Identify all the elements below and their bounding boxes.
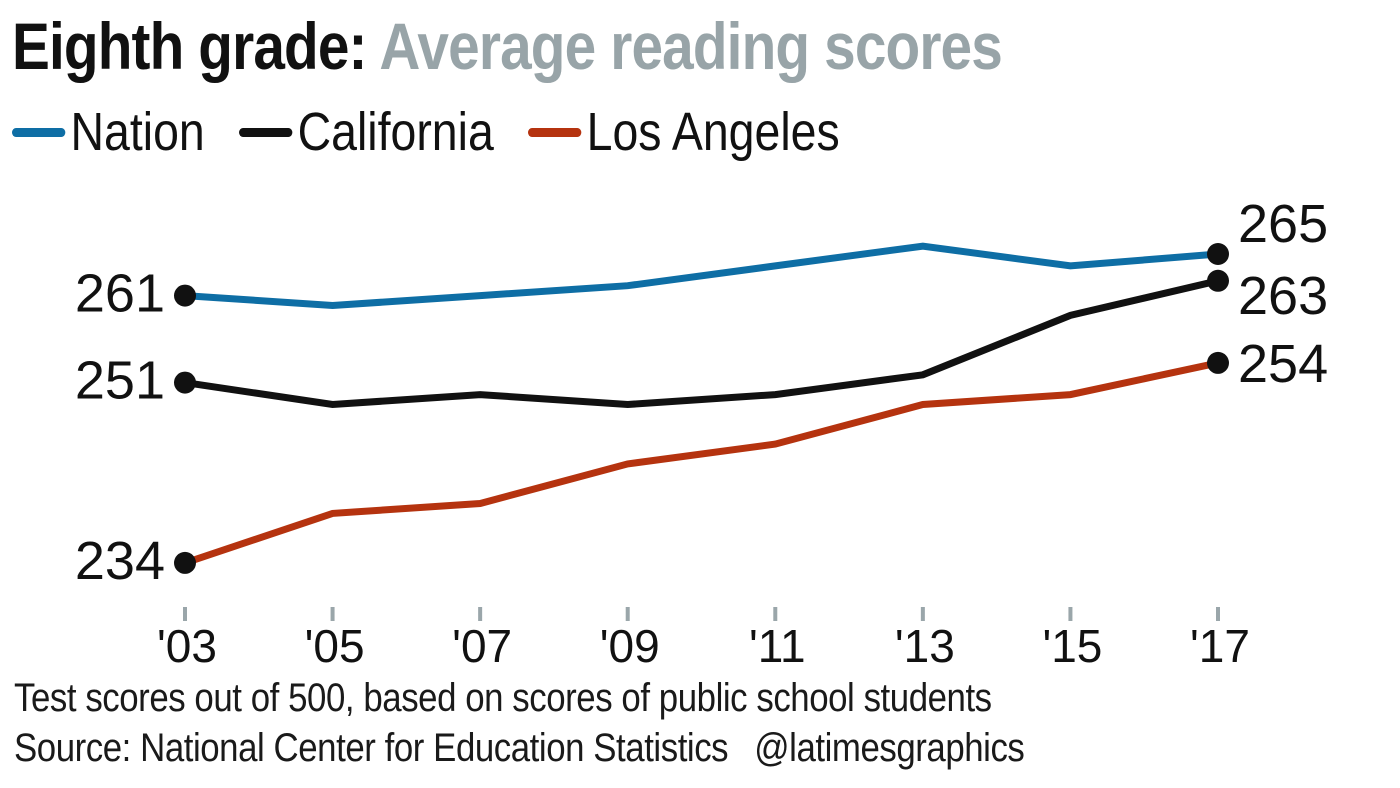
legend-item-nation: Nation	[12, 101, 205, 163]
chart-title: Eighth grade: Average reading scores	[12, 6, 1003, 86]
x-tick-label: '11	[749, 620, 806, 672]
title-secondary: Average reading scores	[379, 9, 1002, 83]
end-value-label-california: 263	[1238, 266, 1328, 326]
endpoint-dot-los-angeles	[1207, 351, 1229, 374]
legend-label-los-angeles: Los Angeles	[586, 102, 840, 162]
start-value-label-los-angeles: 234	[75, 531, 165, 591]
title-primary: Eighth grade:	[12, 9, 367, 83]
x-tick-label: '17	[1190, 620, 1250, 672]
footer-credit: @latimesgraphics	[754, 726, 1025, 770]
x-tick-label: '05	[305, 620, 365, 672]
legend-item-los-angeles: Los Angeles	[528, 101, 840, 163]
series-line-nation	[184, 242, 1219, 310]
legend-swatch-los-angeles	[528, 127, 582, 137]
series-line-los-angeles	[183, 359, 1219, 567]
endpoint-dot-nation	[1207, 243, 1229, 265]
endpoint-dot-los-angeles	[174, 551, 196, 574]
x-tick-label: '03	[157, 620, 217, 672]
legend-label-california: California	[297, 102, 494, 162]
footer-note: Test scores out of 500, based on scores …	[14, 676, 992, 720]
x-tick-label: '15	[1042, 620, 1102, 672]
legend-item-california: California	[239, 101, 494, 163]
legend: Nation California Los Angeles	[12, 100, 874, 164]
endpoint-dot-california	[174, 371, 196, 394]
end-value-label-nation: 265	[1238, 194, 1328, 254]
footer-source-line: Source: National Center for Education St…	[14, 726, 1025, 771]
footer-source: Source: National Center for Education St…	[14, 726, 729, 770]
legend-label-nation: Nation	[70, 102, 205, 162]
series-line-california	[184, 277, 1219, 409]
start-value-label-nation: 261	[75, 264, 165, 324]
endpoint-dot-california	[1207, 269, 1229, 292]
endpoint-dot-nation	[174, 284, 196, 307]
x-tick-label: '07	[452, 620, 512, 672]
x-tick-label: '09	[600, 620, 660, 672]
legend-swatch-nation	[12, 127, 66, 137]
start-value-label-california: 251	[75, 351, 165, 411]
end-value-label-los-angeles: 254	[1238, 334, 1328, 394]
legend-swatch-california	[239, 127, 293, 137]
x-tick-label: '13	[895, 620, 955, 672]
